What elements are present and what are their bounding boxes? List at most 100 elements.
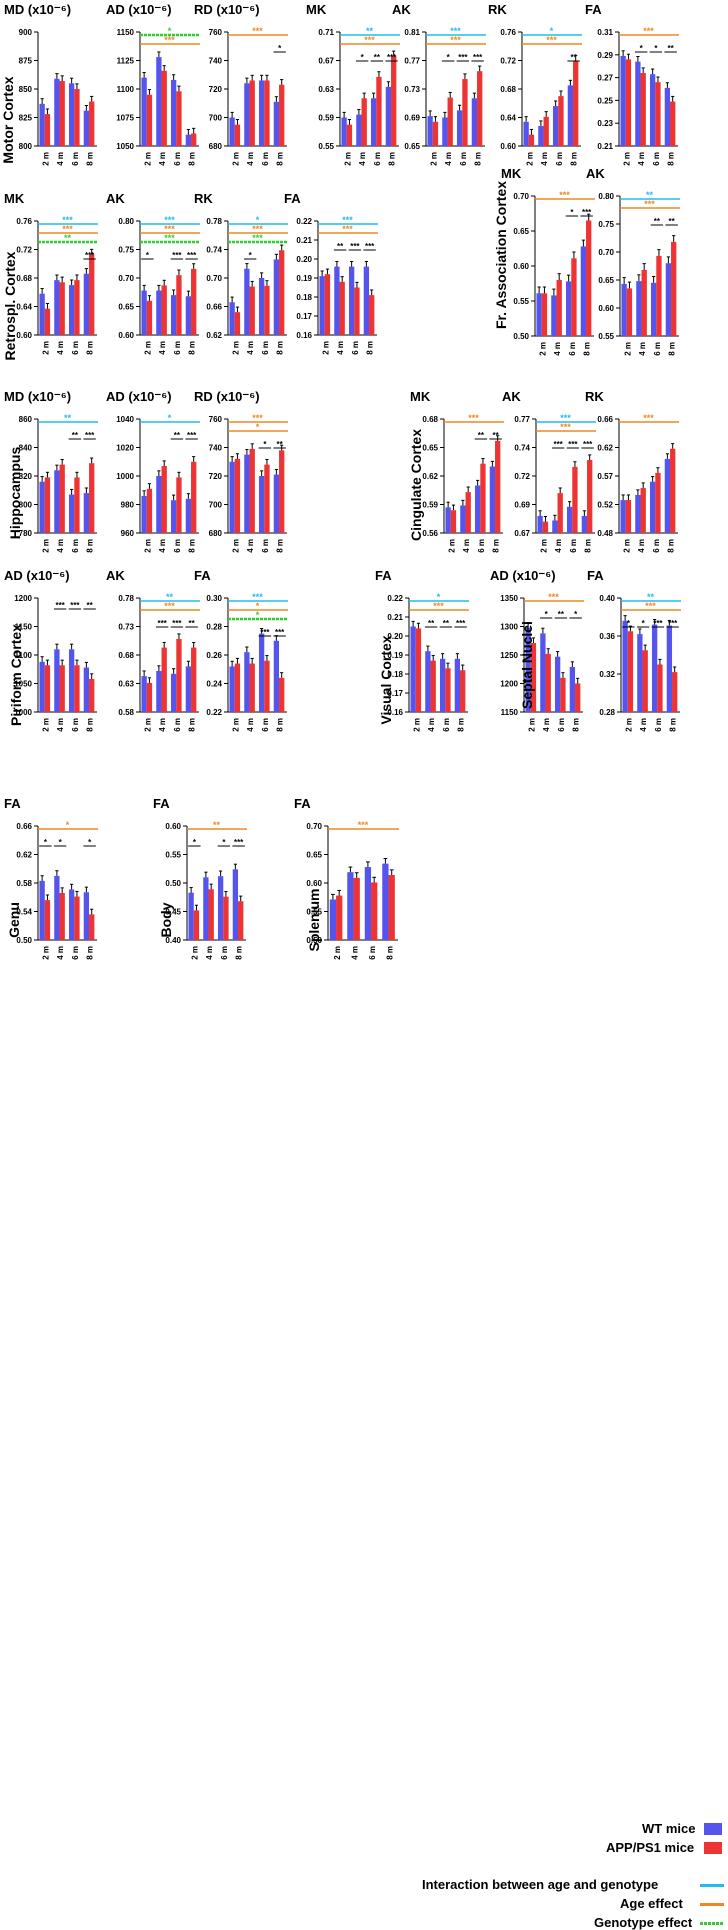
chart-title: RD (x10⁻⁶) [194, 389, 260, 404]
sig-stars: * [44, 838, 48, 847]
y-tick-label: 0.57 [597, 472, 613, 481]
bar-tg [575, 683, 581, 712]
y-tick-label: 0.68 [422, 415, 438, 424]
bar-tg [640, 73, 646, 146]
x-tick-label: 4 m [56, 718, 65, 732]
x-tick-label: 6 m [71, 946, 80, 960]
bar-wt [456, 110, 463, 146]
sig-stars: ** [443, 619, 450, 628]
bar-wt [170, 500, 177, 533]
bar-tg [670, 448, 676, 533]
bar-wt [83, 493, 90, 533]
sig-stars: *** [85, 431, 95, 440]
bar-tg [656, 255, 662, 336]
row-label-retro: Retrospl. Cortex [2, 251, 18, 361]
bar-tg [353, 877, 360, 940]
sig-stars: ** [668, 44, 675, 53]
y-tick-label: 0.32 [599, 670, 615, 679]
bar-tg [391, 56, 397, 146]
y-tick-label: 0.66 [597, 415, 613, 424]
x-tick-label: 8 m [492, 539, 501, 553]
bar-tg [445, 668, 451, 712]
sig-stars: *** [275, 628, 285, 637]
chart-title: AD (x10⁻⁶) [4, 568, 70, 583]
sig-stars: ** [72, 431, 79, 440]
y-tick-label: 0.66 [206, 303, 222, 312]
chart-title: FA [585, 2, 602, 17]
x-tick-label: 4 m [158, 539, 167, 553]
bar-tg [625, 59, 632, 146]
sig-stars: * [278, 44, 282, 53]
bar-tg [528, 134, 535, 146]
x-tick-label: 2 m [143, 539, 152, 553]
x-tick-label: 6 m [261, 539, 270, 553]
bar-tg [238, 901, 244, 940]
x-tick-label: 8 m [235, 946, 244, 960]
y-tick-label: 0.18 [387, 670, 403, 679]
y-tick-label: 0.36 [599, 632, 615, 641]
bar-wt [554, 656, 561, 712]
y-tick-label: 0.74 [514, 444, 530, 453]
effect-stars-age: *** [164, 35, 175, 45]
bar-wt [523, 121, 529, 146]
y-tick-label: 0.62 [16, 851, 32, 860]
bar-tg [89, 463, 95, 533]
x-tick-label: 2 m [538, 342, 547, 356]
x-tick-label: 2 m [41, 718, 50, 732]
x-tick-label: 6 m [555, 152, 564, 166]
y-tick-label: 0.73 [404, 85, 420, 94]
bar-tg [670, 101, 676, 146]
bar-tg [477, 71, 483, 146]
y-tick-label: 0.78 [206, 217, 222, 226]
row-label-hippo: Hippocampus [7, 446, 23, 540]
x-tick-label: 8 m [276, 718, 285, 732]
bar-tg [573, 60, 579, 146]
bar-wt [567, 85, 574, 146]
sig-stars: *** [157, 619, 167, 628]
bar-wt [54, 649, 60, 712]
chart-title: FA [4, 796, 21, 811]
x-tick-label: 2 m [41, 152, 50, 166]
bar-wt [185, 666, 192, 712]
bar-wt [244, 454, 250, 533]
bar-wt [141, 676, 147, 712]
chart-title: RK [585, 389, 604, 404]
bar-wt [258, 80, 265, 146]
bar-tg [545, 653, 551, 712]
effect-stars-age: * [256, 601, 260, 611]
bar-wt [258, 476, 265, 533]
chart-title: FA [294, 796, 311, 811]
bar-wt [489, 466, 496, 533]
x-tick-label: 2 m [231, 341, 240, 355]
bar-wt [39, 481, 45, 533]
bar-wt [244, 268, 250, 335]
x-tick-label: 4 m [56, 341, 65, 355]
x-tick-label: 6 m [261, 718, 270, 732]
chart-motor-ad: AD (x10⁻⁶) 1050 1075 1100 1125 1150 2 m 4 m 6 m 8… [106, 2, 200, 166]
effect-stars-age: * [66, 820, 70, 830]
bar-wt [425, 651, 431, 712]
bar-tg [361, 98, 367, 146]
y-tick-label: 0.17 [387, 689, 403, 698]
bar-wt [537, 515, 543, 533]
x-tick-label: 8 m [668, 342, 677, 356]
y-tick-label: 0.74 [206, 246, 222, 255]
legend-tg-label: APP/PS1 mice [606, 1840, 695, 1855]
y-tick-label: 0.69 [514, 501, 530, 510]
bar-wt [39, 880, 45, 940]
x-tick-label: 2 m [343, 152, 352, 166]
y-tick-label: 720 [209, 85, 223, 94]
x-tick-label: 4 m [56, 946, 65, 960]
x-tick-label: 8 m [669, 718, 678, 732]
bar-tg [249, 286, 255, 335]
y-tick-label: 0.40 [599, 594, 615, 603]
bar-wt [83, 273, 90, 335]
x-tick-label: 2 m [412, 718, 421, 732]
sig-stars: *** [187, 431, 197, 440]
x-tick-label: 8 m [86, 946, 95, 960]
bar-wt [258, 633, 265, 712]
x-tick-label: 4 m [205, 946, 214, 960]
bar-wt [319, 276, 325, 335]
bar-wt [54, 78, 60, 146]
